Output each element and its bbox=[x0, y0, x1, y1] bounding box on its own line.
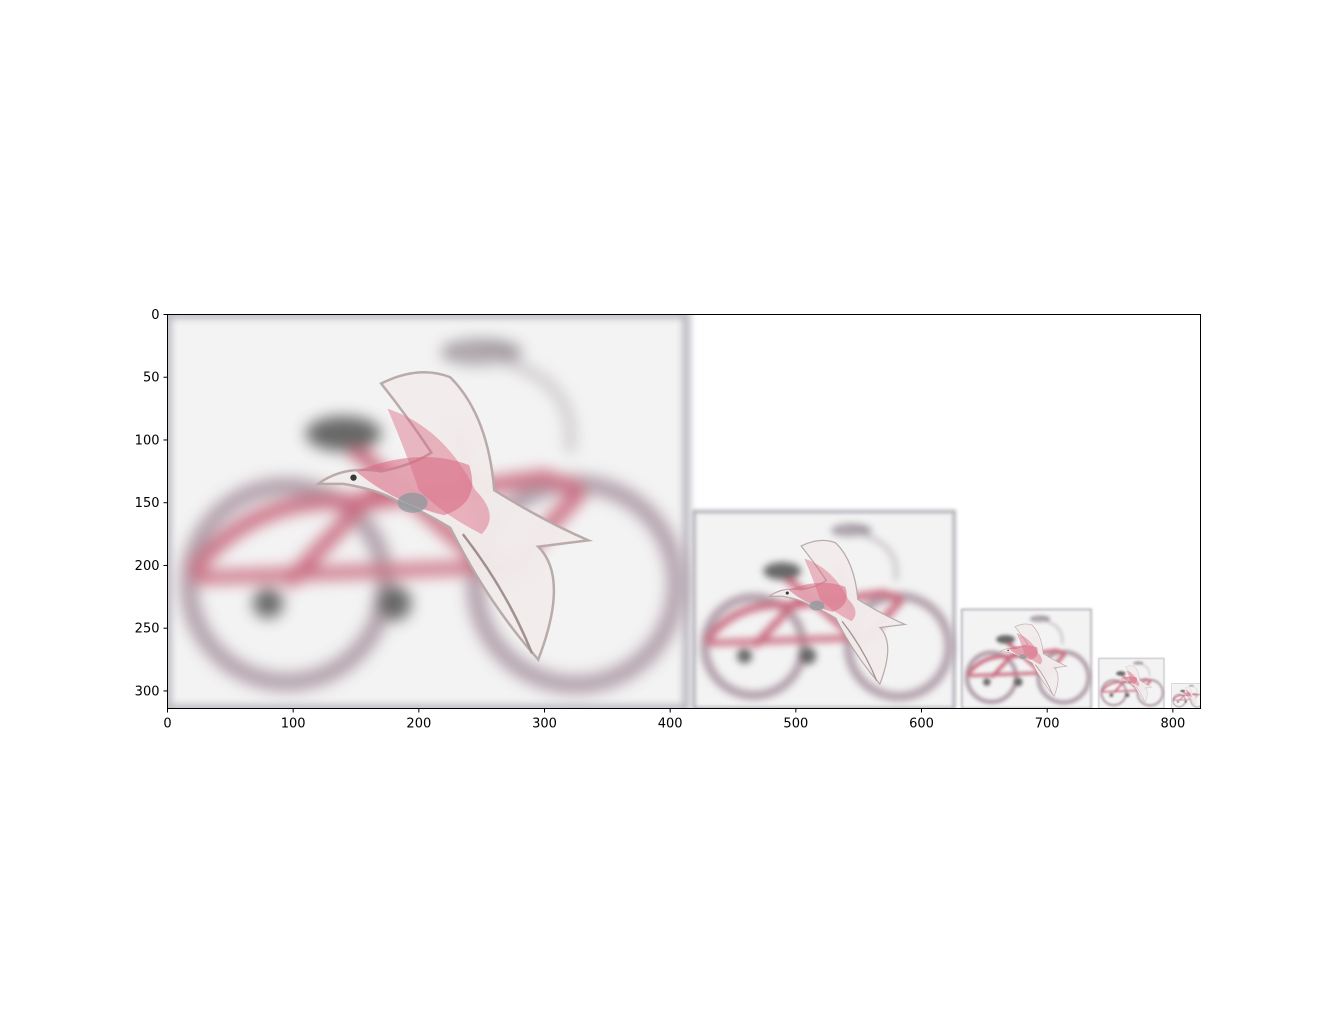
plot-axes bbox=[168, 315, 1205, 709]
x-axis: 0 100 200 300 400 500 600 700 800 bbox=[163, 708, 1185, 732]
y-axis: 0 50 100 150 200 250 300 bbox=[135, 308, 168, 699]
y-tick-label: 0 bbox=[151, 308, 159, 323]
x-tick-label: 200 bbox=[406, 717, 431, 732]
pyramid-image-level-2 bbox=[962, 609, 1091, 708]
y-tick-label: 50 bbox=[143, 371, 160, 386]
y-tick-label: 250 bbox=[135, 622, 160, 637]
x-tick-label: 400 bbox=[658, 717, 683, 732]
y-tick-label: 150 bbox=[135, 496, 160, 511]
pyramid-image-level-4 bbox=[1172, 683, 1205, 708]
y-tick-label: 100 bbox=[135, 433, 160, 448]
x-tick-label: 700 bbox=[1035, 717, 1060, 732]
pyramid-image-level-0 bbox=[168, 315, 687, 709]
x-tick-label: 300 bbox=[532, 717, 557, 732]
axes-frame bbox=[167, 314, 1201, 709]
x-tick-label: 600 bbox=[909, 717, 934, 732]
pyramid-images bbox=[168, 315, 1205, 709]
y-tick-label: 300 bbox=[135, 684, 160, 699]
x-tick-label: 0 bbox=[163, 717, 171, 732]
x-tick-label: 500 bbox=[783, 717, 808, 732]
y-tick-label: 200 bbox=[135, 559, 160, 574]
x-tick-label: 800 bbox=[1160, 717, 1185, 732]
x-tick-label: 100 bbox=[281, 717, 306, 732]
pyramid-image-level-1 bbox=[694, 512, 954, 709]
pyramid-image-level-3 bbox=[1099, 658, 1164, 708]
